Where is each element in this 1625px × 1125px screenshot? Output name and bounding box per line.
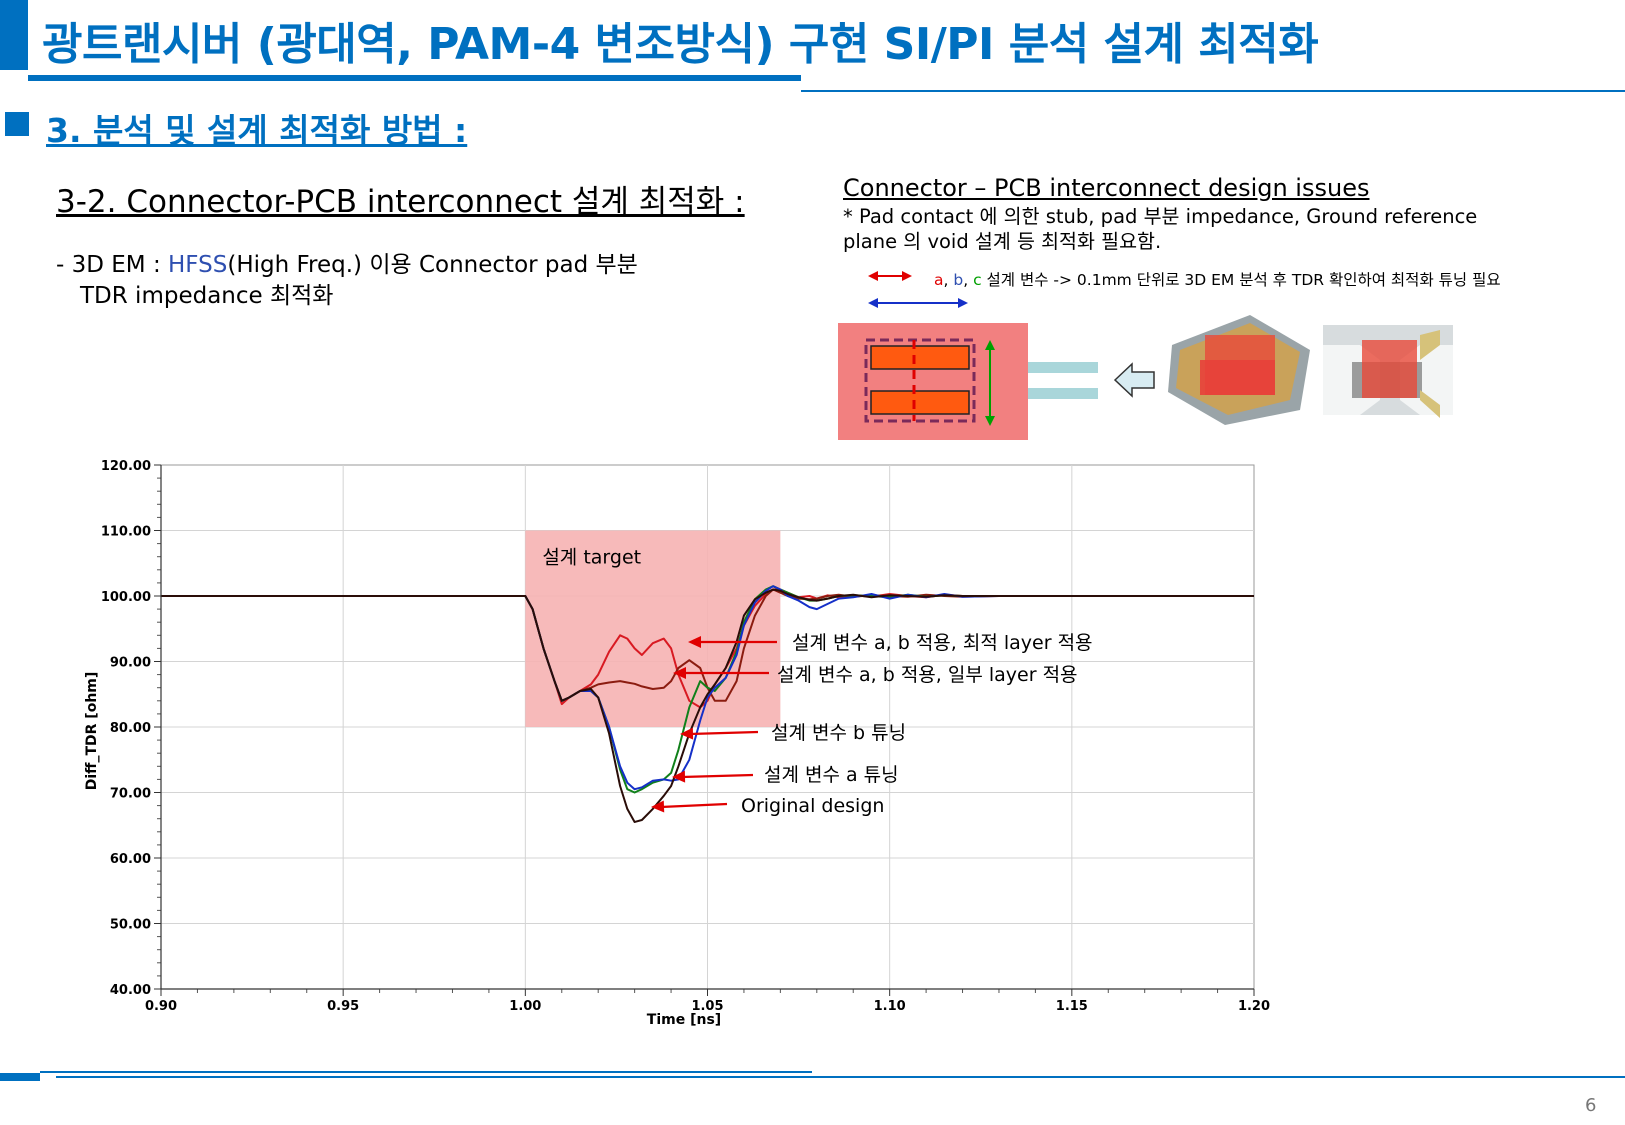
y-tick-label: 70.00 <box>110 787 151 802</box>
annotation-arrow <box>681 773 754 779</box>
issues-text: * Pad contact 에 의한 stub, pad 부분 impedanc… <box>843 204 1477 254</box>
desc-line1: (High Freq.) 이용 Connector pad 부분 <box>227 252 638 278</box>
connector-diagram <box>838 271 1453 440</box>
trace-upper <box>1028 362 1098 373</box>
footer-accent-block <box>0 1073 40 1081</box>
connector-3d-view <box>1168 315 1310 425</box>
y-tick-label: 80.00 <box>110 721 151 736</box>
x-tick-label: 0.90 <box>145 999 177 1014</box>
series-line-original <box>161 588 1254 823</box>
x-axis-label: Time [ns] <box>647 1012 721 1028</box>
annotation-arrow <box>689 730 759 736</box>
param-c-label: c <box>973 271 982 289</box>
footer-line <box>40 1071 812 1073</box>
param-c-arrow-icon <box>985 340 995 426</box>
tdr-chart: 설계 target 120.00 110.00 100.00 90.00 80.00 70… <box>84 459 1270 1028</box>
title-accent-block <box>0 0 28 70</box>
x-tick-label: 0.95 <box>327 999 359 1014</box>
footer-line <box>56 1076 1625 1078</box>
connector-side-view <box>1323 325 1453 418</box>
y-tick-label: 50.00 <box>110 918 151 933</box>
param-sep: , <box>943 271 954 289</box>
issues-title: Connector – PCB interconnect design issu… <box>843 174 1370 202</box>
x-tick-label: 1.05 <box>691 999 723 1014</box>
annotation-arrowhead <box>680 727 694 740</box>
param-sep: , <box>963 271 974 289</box>
pad-upper <box>870 345 970 370</box>
param-note-text: 설계 변수 -> 0.1mm 단위로 3D EM 분석 후 TDR 확인하여 최… <box>981 271 1501 289</box>
annotation-label: 설계 변수 a 튜닝 <box>764 764 899 786</box>
annotation-label: 설계 변수 b 튜닝 <box>771 722 906 744</box>
y-tick-label: 40.00 <box>110 983 151 998</box>
y-tick-label: 100.00 <box>101 590 151 605</box>
title-underline <box>28 75 801 81</box>
annotation-label: 설계 변수 a, b 적용, 최적 layer 적용 <box>792 632 1093 654</box>
issues-line1: * Pad contact 에 의한 stub, pad 부분 impedanc… <box>843 205 1478 228</box>
param-b-arrow-icon <box>868 298 968 308</box>
y-tick-label: 60.00 <box>110 852 151 867</box>
y-tick-label: 90.00 <box>110 656 151 671</box>
x-tick-label: 1.15 <box>1056 999 1088 1014</box>
y-tick-label: 110.00 <box>101 525 151 540</box>
annotation-arrowhead <box>651 800 665 813</box>
y-axis-ticks: 120.00 110.00 100.00 90.00 80.00 70.00 60.00 50… <box>101 459 162 998</box>
desc-tool: HFSS <box>168 252 228 278</box>
section-heading: 3. 분석 및 설계 최적화 방법 : <box>46 111 468 150</box>
param-b-label: b <box>953 271 964 289</box>
ground-void-outline <box>864 338 976 423</box>
x-tick-label: 1.00 <box>509 999 541 1014</box>
issues-line2: plane 의 void 설계 등 최적화 필요함. <box>843 230 1162 253</box>
desc-line2: TDR impedance 최적화 <box>80 283 334 309</box>
trace-lower <box>1028 388 1098 399</box>
desc-prefix: - 3D EM : <box>56 252 169 278</box>
annotation-arrowhead <box>673 667 686 679</box>
section-bullet-icon <box>5 112 29 136</box>
pad-lower <box>870 390 970 415</box>
param-a-label: a <box>934 271 944 289</box>
annotation-label: Original design <box>741 795 884 817</box>
x-axis-ticks: 0.90 0.95 1.00 1.05 1.10 1.15 1.20 <box>145 988 1270 1014</box>
method-description: - 3D EM : HFSS(High Freq.) 이용 Connector … <box>56 250 638 312</box>
design-target-label: 설계 target <box>542 547 641 569</box>
param-a-arrow-icon <box>868 271 912 281</box>
annotation-arrowhead <box>672 770 686 783</box>
y-axis-label: Diff_TDR [ohm] <box>84 672 100 791</box>
annotation-label: 설계 변수 a, b 적용, 일부 layer 적용 <box>777 664 1078 686</box>
x-tick-label: 1.20 <box>1238 999 1270 1014</box>
subsection-heading: 3-2. Connector-PCB interconnect 설계 최적화 : <box>56 184 745 220</box>
series-group <box>161 585 1254 823</box>
page-title: 광트랜시버 (광대역, PAM-4 변조방식) 구현 SI/PI 분석 설계 최… <box>42 19 1319 70</box>
parameter-note: a, b, c 설계 변수 -> 0.1mm 단위로 3D EM 분석 후 TD… <box>934 268 1501 290</box>
left-arrow-icon <box>1113 362 1155 398</box>
annotation-arrow <box>660 802 728 809</box>
y-tick-label: 120.00 <box>101 459 151 474</box>
x-tick-label: 1.10 <box>874 999 906 1014</box>
page-number: 6 <box>1585 1095 1597 1116</box>
design-target-region <box>525 530 781 727</box>
title-divider-line <box>801 90 1625 92</box>
annotation-arrowhead <box>688 636 701 648</box>
